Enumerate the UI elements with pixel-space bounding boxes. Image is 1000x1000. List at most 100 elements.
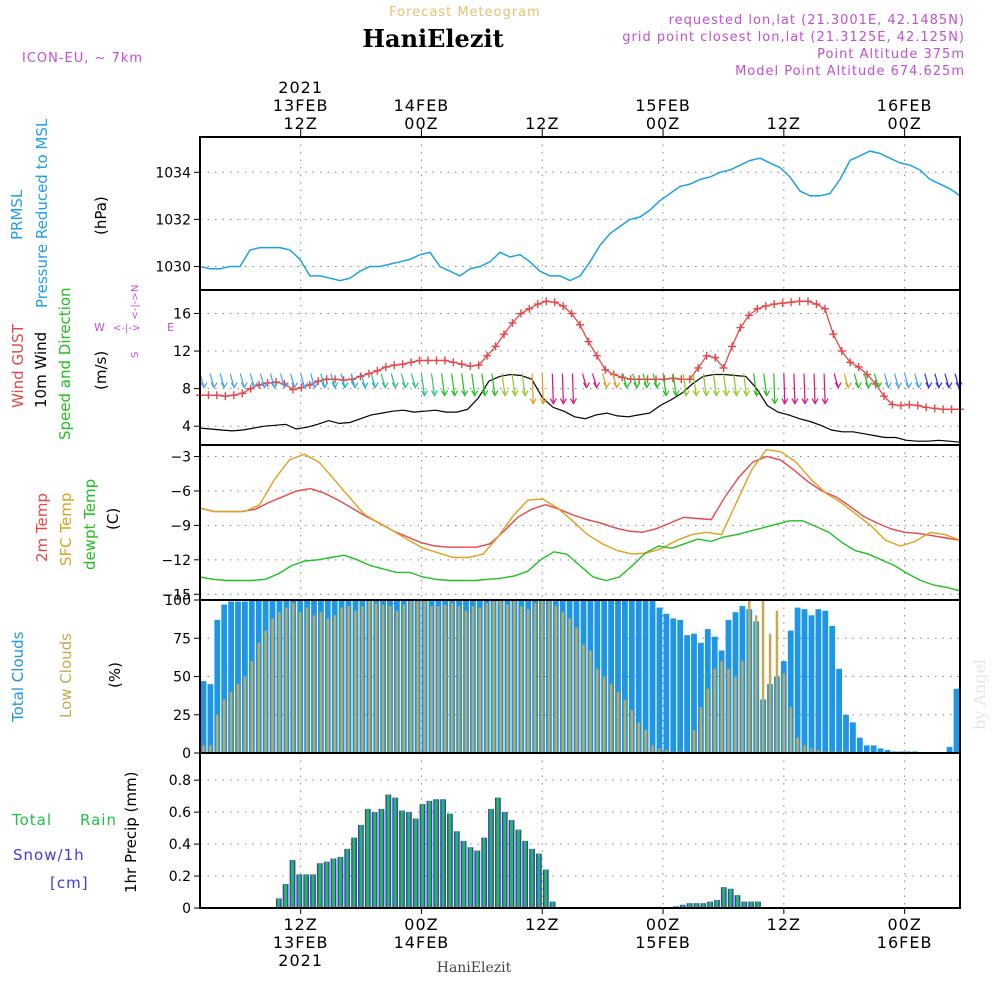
pressure-grid: 1030 1032 1034: [155, 137, 960, 290]
top-time-label: 13FEB: [273, 96, 329, 115]
wind-arrow-shaft: [813, 373, 816, 404]
wind-arrow-head: [281, 382, 289, 389]
panel-frames: [199, 136, 961, 909]
wind-arrow-head: [270, 382, 278, 389]
wind-arrow: [400, 373, 409, 389]
gust-marker: [913, 401, 922, 410]
wind-arrow-shaft: [612, 373, 618, 388]
wind-arrow-head: [200, 382, 208, 389]
gust-marker: [652, 375, 660, 384]
y-tick-label: 0.2: [169, 869, 191, 885]
pressure-reduced-label: Pressure Reduced to MSL: [33, 118, 51, 308]
low-cloud-bar: [616, 691, 620, 753]
rain-bar: [427, 800, 431, 908]
celsius-unit-label: (C): [104, 508, 122, 530]
wind-arrow: [873, 373, 882, 389]
wind-arrow-shaft: [904, 373, 910, 388]
low-cloud-bar: [402, 604, 406, 753]
gust-marker: [922, 403, 931, 412]
wind-arrow: [702, 373, 710, 397]
low-cloud-bar: [222, 699, 226, 753]
rain-bar: [448, 813, 452, 908]
total-cloud-bar: [649, 600, 656, 753]
rain-bar: [359, 824, 363, 908]
wind-arrow: [229, 373, 238, 389]
low-cloud-bar: [347, 606, 350, 753]
closest-coords: grid point closest lon,lat (21.3125E, 42…: [622, 30, 965, 45]
gust-marker: [322, 375, 331, 384]
top-time-label: 00Z: [887, 114, 921, 133]
gust-marker: [204, 391, 213, 400]
wind-arrow: [471, 373, 479, 397]
rain-bar: [393, 797, 397, 908]
gust-marker: [440, 356, 449, 365]
wind-arrow: [300, 373, 309, 389]
low-cloud-bar: [416, 601, 419, 753]
total-cloud-bar: [856, 737, 863, 753]
low-cloud-bar: [796, 737, 799, 753]
wind-arrow-head: [341, 382, 349, 389]
y-tick-label: 0: [182, 901, 191, 917]
wind-arrow-shaft: [652, 373, 658, 388]
wind-arrow-head: [431, 390, 439, 397]
low-cloud-bar: [292, 603, 295, 753]
low-cloud-bar: [381, 604, 385, 753]
wind-arrow-head: [559, 398, 567, 405]
wind-arrow-head: [915, 382, 923, 389]
wind-arrow: [682, 373, 690, 397]
rain-bar: [284, 884, 288, 908]
total-cloud-bar: [698, 642, 704, 753]
wind-arrow-head: [603, 382, 611, 389]
wind-arrow: [529, 373, 537, 405]
wind-arrow: [791, 373, 799, 405]
rain-bar: [304, 874, 308, 908]
total-clouds-label: Total Clouds: [9, 631, 27, 723]
wind-arrow-shaft: [481, 373, 486, 396]
clouds-panel-labels: Total Clouds Low Clouds (%): [9, 631, 124, 723]
total-cloud-bar: [608, 600, 614, 753]
rain-label: Rain: [80, 811, 117, 829]
wind-arrow-shaft: [722, 373, 728, 396]
wind-arrow: [753, 373, 761, 397]
wind-arrow-shaft: [350, 373, 356, 388]
wind-arrow-head: [955, 382, 963, 389]
wind-arrow: [592, 373, 601, 389]
wind-arrow-shaft: [219, 373, 225, 388]
bottom-time-label: 00Z: [404, 915, 438, 934]
y-tick-label: 1034: [155, 165, 191, 181]
y-tick-label: 0.8: [169, 773, 191, 789]
wind-arrow-head: [391, 382, 399, 389]
low-cloud-bar: [319, 612, 323, 753]
wind-arrow: [461, 373, 469, 397]
low-cloud-bar: [278, 612, 281, 753]
percent-unit-label: (%): [106, 662, 124, 688]
y-tick-label: 1030: [155, 259, 191, 275]
wind-arrow: [712, 373, 720, 397]
low-cloud-bar: [409, 600, 412, 753]
total-cloud-bar: [635, 600, 642, 753]
wind-arrow-shaft: [501, 373, 506, 396]
credit-watermark: by Angel: [970, 659, 989, 730]
gust-marker: [297, 383, 306, 392]
rain-bar: [379, 808, 383, 908]
wind-arrow-head: [539, 398, 547, 405]
model-label: ICON-EU, ~ 7km: [22, 51, 143, 66]
low-cloud-bar: [637, 722, 640, 753]
wind-arrow: [569, 373, 577, 405]
total-cloud-bar: [843, 714, 849, 754]
wind-arrow-shaft: [370, 373, 376, 388]
top-time-label: 15FEB: [635, 96, 691, 115]
y-tick-label: 25: [173, 708, 191, 724]
wind-arrow-shaft: [753, 373, 758, 396]
wind-arrow-head: [250, 382, 258, 389]
wind-arrow-head: [471, 390, 479, 397]
total-cloud-bar: [684, 635, 690, 753]
wind-arrow-head: [529, 398, 537, 405]
wind-arrow-head: [925, 382, 933, 389]
wind-arrow-head: [753, 390, 761, 397]
rain-bar: [441, 799, 445, 908]
wind-arrow-shaft: [914, 373, 920, 388]
gust-marker: [491, 342, 500, 351]
wind-arrow: [811, 373, 819, 405]
wind-arrow-shaft: [632, 373, 638, 388]
